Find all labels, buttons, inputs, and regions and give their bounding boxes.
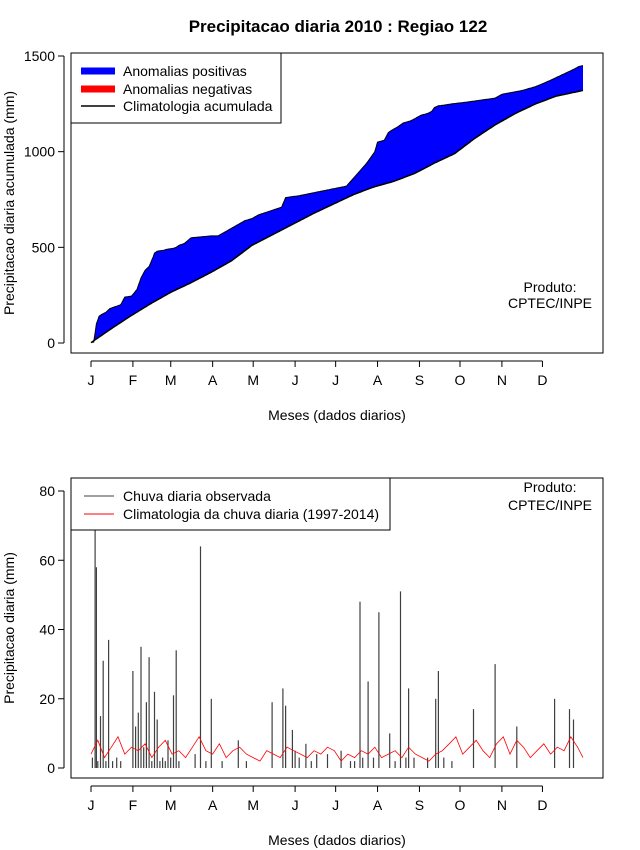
- bottom-x-tick-label: J: [88, 797, 95, 813]
- bottom-product-label: Produto:: [524, 479, 577, 495]
- top-x-tick-label: A: [373, 372, 383, 388]
- bottom-y-tick-label: 0: [47, 760, 55, 776]
- bottom-x-tick-label: D: [537, 797, 547, 813]
- bottom-y-tick-label: 20: [39, 691, 55, 707]
- top-x-tick-label: D: [537, 372, 547, 388]
- top-x-tick-label: J: [292, 372, 299, 388]
- top-y-axis: 0 500 1000 1500: [24, 48, 65, 351]
- bottom-x-axis-label: Meses (dados diarios): [268, 832, 406, 848]
- legend-label-positive: Anomalias positivas: [123, 63, 247, 79]
- bottom-legend-box: [70, 477, 391, 531]
- positive-anomaly-area: [91, 65, 583, 343]
- bottom-x-tick-label: A: [373, 797, 383, 813]
- top-x-tick-label: J: [88, 372, 95, 388]
- bottom-y-tick-label: 40: [39, 622, 55, 638]
- bottom-x-tick-label: N: [497, 797, 507, 813]
- bottom-x-tick-label: O: [455, 797, 466, 813]
- top-y-tick-label: 500: [32, 239, 56, 255]
- bottom-x-tick-label: J: [292, 797, 299, 813]
- bottom-x-tick-label: A: [208, 797, 218, 813]
- top-x-tick-label: A: [208, 372, 218, 388]
- bottom-plot-area: [90, 529, 584, 768]
- bottom-y-tick-label: 60: [39, 552, 55, 568]
- top-product-source: CPTEC/INPE: [508, 295, 592, 311]
- top-y-tick-label: 0: [47, 335, 55, 351]
- top-x-tick-label: F: [129, 372, 138, 388]
- chart-title: Precipitacao diaria 2010 : Regiao 122: [189, 17, 488, 36]
- bottom-x-tick-label: M: [165, 797, 177, 813]
- climatology-accumulated-line: [90, 89, 584, 344]
- legend-label-climatology: Climatologia acumulada: [123, 98, 273, 114]
- bottom-x-tick-label: F: [129, 797, 138, 813]
- top-plot-area: [90, 65, 584, 344]
- observed-accumulated-line: [90, 65, 584, 343]
- climatology-daily-line: [90, 735, 584, 762]
- top-product-label: Produto:: [524, 279, 577, 295]
- chart-accumulated: Precipitacao diaria 2010 : Regiao 122 0 5…: [1, 17, 604, 423]
- chart-daily: 0 20 40 60 80 J F M A M J J A S O N D Precipitacao diar…: [1, 477, 604, 848]
- top-x-tick-label: N: [497, 372, 507, 388]
- top-plot-frame: [70, 52, 604, 354]
- bottom-legend: Chuva diaria observada Climatologia da c…: [70, 477, 391, 531]
- legend-label-observed: Chuva diaria observada: [123, 488, 271, 504]
- legend-label-negative: Anomalias negativas: [123, 81, 252, 97]
- bottom-x-tick-label: J: [332, 797, 339, 813]
- observed-daily-bars: [91, 529, 575, 768]
- top-x-tick-label: J: [332, 372, 339, 388]
- top-y-tick-label: 1500: [24, 48, 55, 64]
- bottom-y-axis: 0 20 40 60 80: [39, 483, 65, 776]
- top-y-tick-label: 1000: [24, 144, 55, 160]
- top-legend: Anomalias positivas Anomalias negativas …: [70, 52, 282, 124]
- top-y-axis-label: Precipitacao diaria acumulada (mm): [1, 91, 17, 315]
- bottom-product-source: CPTEC/INPE: [508, 497, 592, 513]
- top-x-tick-label: M: [247, 372, 259, 388]
- bottom-y-axis-label: Precipitacao diaria (mm): [1, 552, 17, 704]
- bottom-x-tick-label: M: [247, 797, 259, 813]
- top-x-tick-label: M: [165, 372, 177, 388]
- bottom-x-tick-label: S: [415, 797, 424, 813]
- legend-label-climatology-daily: Climatologia da chuva diaria (1997-2014): [123, 506, 379, 522]
- top-x-axis-label: Meses (dados diarios): [268, 407, 406, 423]
- bottom-y-tick-label: 80: [39, 483, 55, 499]
- top-x-tick-label: O: [455, 372, 466, 388]
- top-x-tick-label: S: [415, 372, 424, 388]
